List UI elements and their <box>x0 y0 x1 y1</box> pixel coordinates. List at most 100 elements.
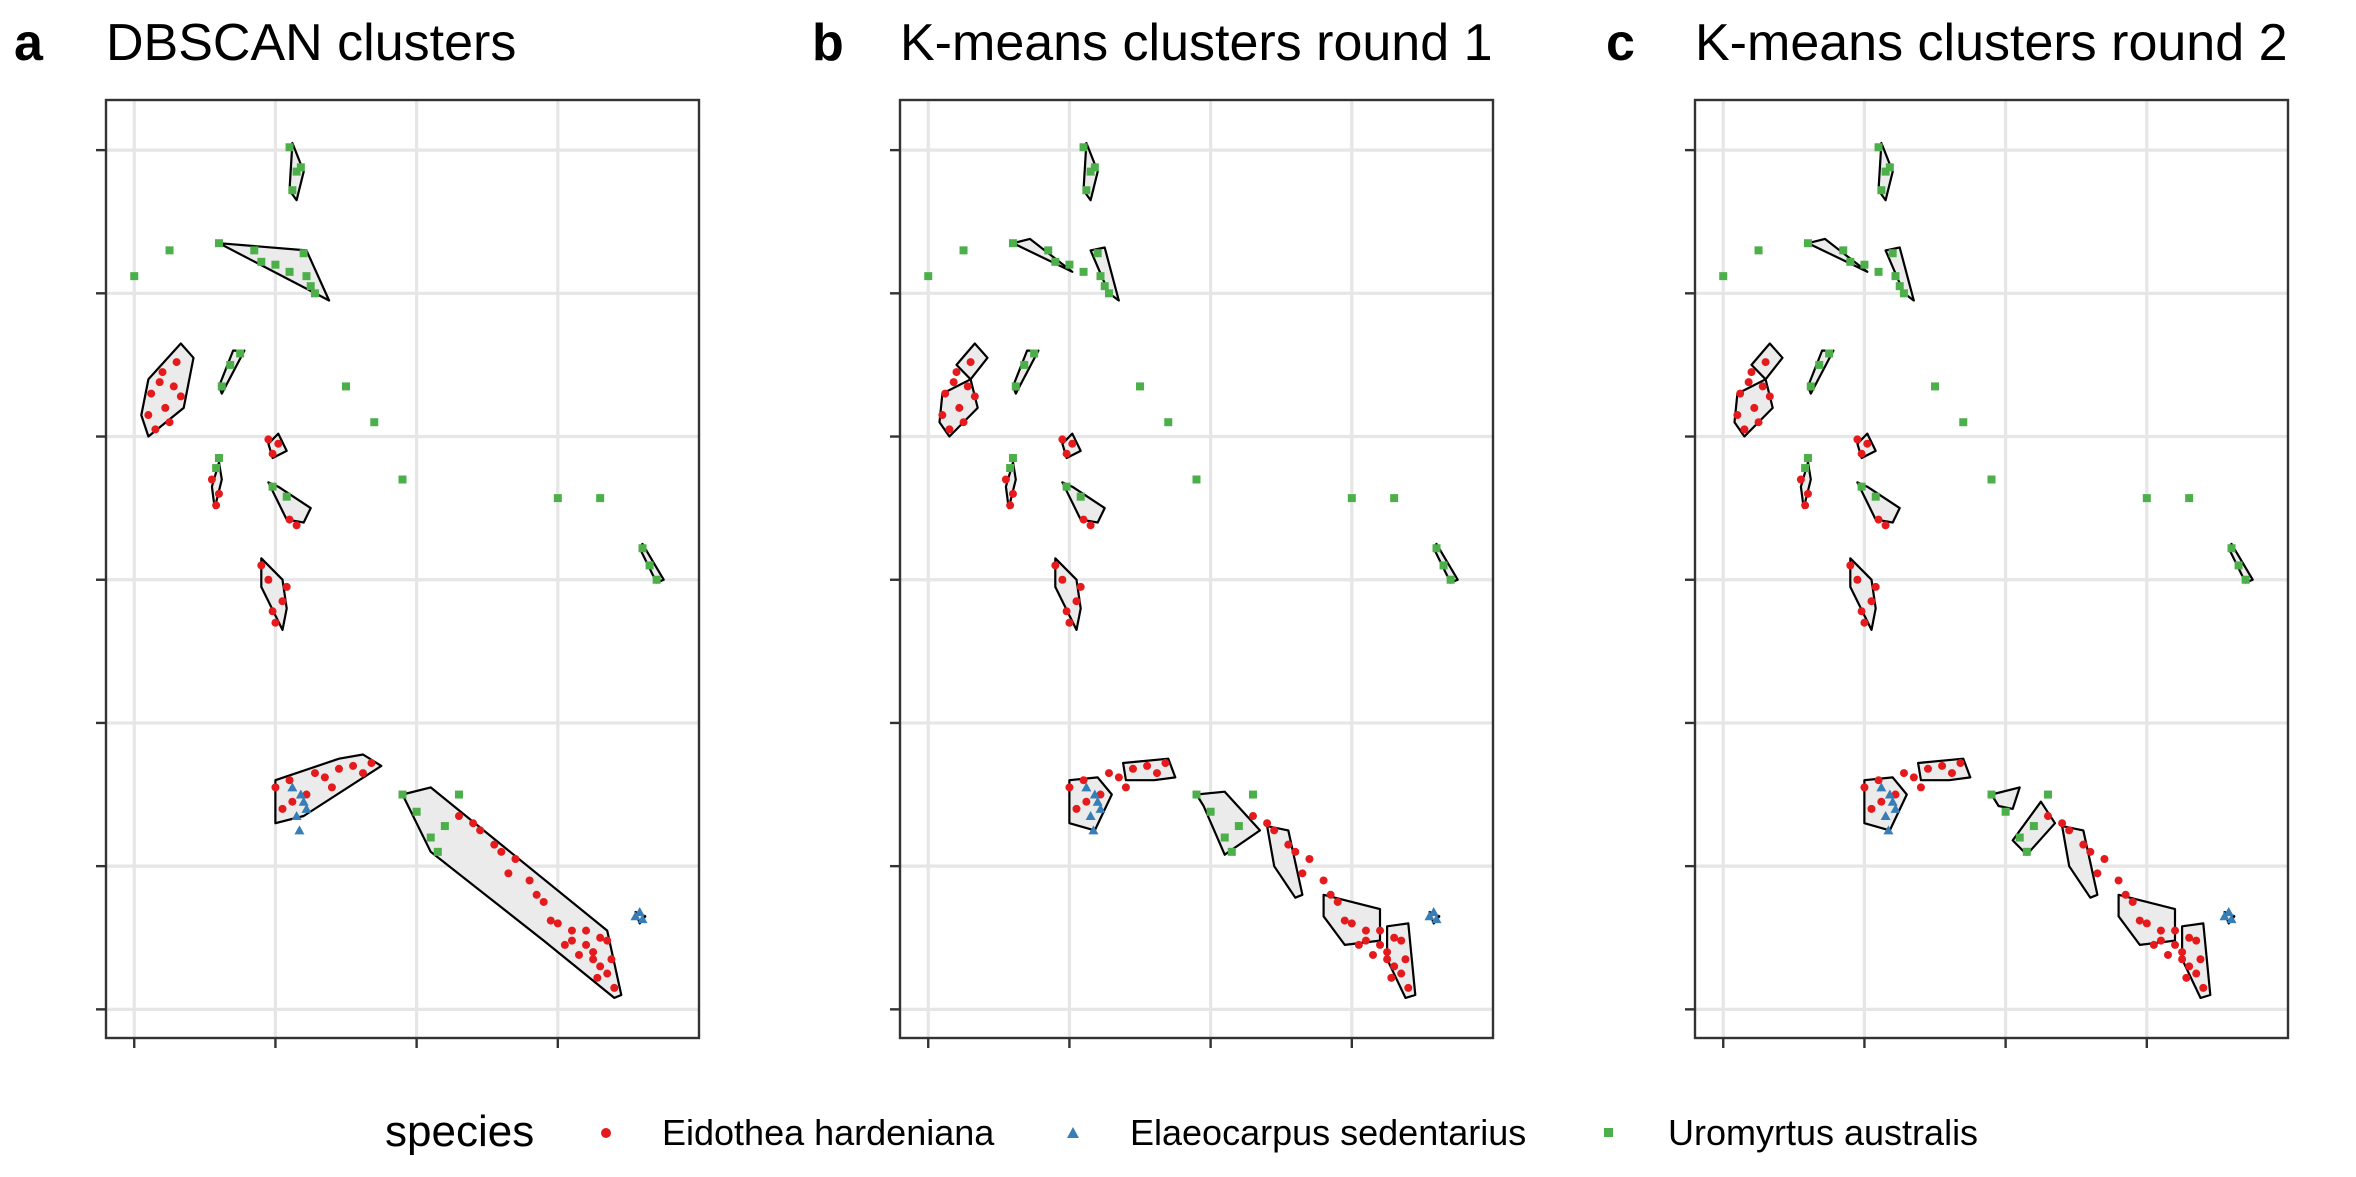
panel-a-letter: a <box>14 14 44 72</box>
point-eidothea <box>1076 582 1085 591</box>
point-eidothea <box>1114 773 1123 782</box>
point-eidothea <box>1065 783 1074 792</box>
point-eidothea <box>278 804 287 813</box>
panel-b-plot <box>890 98 1495 1048</box>
point-eidothea <box>2196 955 2205 964</box>
point-uromyrtus <box>1079 267 1088 276</box>
point-uromyrtus <box>212 464 221 473</box>
panel-c-letter: c <box>1606 14 1635 72</box>
point-uromyrtus <box>165 246 174 255</box>
point-eidothea <box>1333 897 1342 906</box>
point-elaeocarpus <box>294 825 305 835</box>
point-eidothea <box>1863 439 1872 448</box>
point-eidothea <box>490 840 499 849</box>
point-eidothea <box>1368 950 1377 959</box>
point-eidothea <box>1874 515 1883 524</box>
point-eidothea <box>1390 962 1399 971</box>
point-eidothea <box>1383 948 1392 957</box>
point-elaeocarpus <box>1883 825 1894 835</box>
point-eidothea <box>454 812 463 821</box>
point-eidothea <box>268 449 277 458</box>
point-uromyrtus <box>1825 349 1834 358</box>
point-uromyrtus <box>1347 494 1356 503</box>
point-eidothea <box>1956 759 1965 768</box>
point-uromyrtus <box>2043 790 2052 799</box>
point-uromyrtus <box>2234 561 2243 570</box>
point-uromyrtus <box>1860 260 1869 269</box>
legend-key-elaeocarpus <box>1067 1127 1079 1138</box>
point-uromyrtus <box>2015 833 2024 842</box>
point-uromyrtus <box>1076 492 1085 501</box>
point-eidothea <box>1404 983 1413 992</box>
point-eidothea <box>539 897 548 906</box>
point-eidothea <box>264 575 273 584</box>
point-uromyrtus <box>2142 494 2151 503</box>
point-eidothea <box>274 439 283 448</box>
point-elaeocarpus <box>1876 782 1887 792</box>
plot-background <box>106 100 699 1038</box>
point-eidothea <box>2121 890 2130 899</box>
point-eidothea <box>546 916 555 925</box>
point-eidothea <box>2199 983 2208 992</box>
point-eidothea <box>151 425 160 434</box>
point-uromyrtus <box>226 360 235 369</box>
point-eidothea <box>1874 776 1883 785</box>
legend-label-uromyrtus: Uromyrtus australis <box>1668 1112 1978 1153</box>
point-eidothea <box>147 389 156 398</box>
point-uromyrtus <box>1891 272 1900 281</box>
point-eidothea <box>607 955 616 964</box>
point-eidothea <box>1086 521 1095 530</box>
point-uromyrtus <box>1987 790 1996 799</box>
point-eidothea <box>567 926 576 935</box>
point-uromyrtus <box>426 833 435 842</box>
point-eidothea <box>504 869 513 878</box>
point-uromyrtus <box>1439 561 1448 570</box>
point-uromyrtus <box>1754 246 1763 255</box>
point-eidothea <box>1354 940 1363 949</box>
point-eidothea <box>1740 425 1749 434</box>
point-eidothea <box>1397 969 1406 978</box>
point-uromyrtus <box>236 349 245 358</box>
point-elaeocarpus <box>1428 906 1439 916</box>
point-uromyrtus <box>2022 847 2031 856</box>
point-eidothea <box>1291 847 1300 856</box>
point-eidothea <box>1006 501 1015 510</box>
point-uromyrtus <box>2029 822 2038 831</box>
plot-background <box>900 100 1493 1038</box>
point-eidothea <box>1736 389 1745 398</box>
point-eidothea <box>2086 847 2095 856</box>
point-eidothea <box>1796 475 1805 484</box>
point-uromyrtus <box>1877 186 1886 195</box>
point-eidothea <box>1104 769 1113 778</box>
point-eidothea <box>1801 501 1810 510</box>
point-uromyrtus <box>1881 167 1890 176</box>
point-elaeocarpus <box>1088 825 1099 835</box>
point-eidothea <box>1128 764 1137 773</box>
point-eidothea <box>952 368 961 377</box>
point-uromyrtus <box>285 267 294 276</box>
point-uromyrtus <box>250 246 259 255</box>
point-eidothea <box>2079 840 2088 849</box>
point-eidothea <box>1121 783 1130 792</box>
point-uromyrtus <box>1020 360 1029 369</box>
legend-label-elaeocarpus: Elaeocarpus sedentarius <box>1130 1112 1526 1153</box>
point-eidothea <box>1733 411 1742 420</box>
point-eidothea <box>941 389 950 398</box>
point-uromyrtus <box>217 382 226 391</box>
point-uromyrtus <box>1008 239 1017 248</box>
point-eidothea <box>320 773 329 782</box>
point-uromyrtus <box>1206 807 1215 816</box>
point-eidothea <box>1065 618 1074 627</box>
point-eidothea <box>285 515 294 524</box>
point-uromyrtus <box>645 561 654 570</box>
point-eidothea <box>1072 804 1081 813</box>
point-uromyrtus <box>1446 575 1455 584</box>
point-eidothea <box>511 854 520 863</box>
point-eidothea <box>1161 759 1170 768</box>
plot-background <box>1695 100 2288 1038</box>
point-uromyrtus <box>1846 257 1855 266</box>
point-eidothea <box>2149 940 2158 949</box>
point-uromyrtus <box>1096 272 1105 281</box>
point-eidothea <box>1923 764 1932 773</box>
